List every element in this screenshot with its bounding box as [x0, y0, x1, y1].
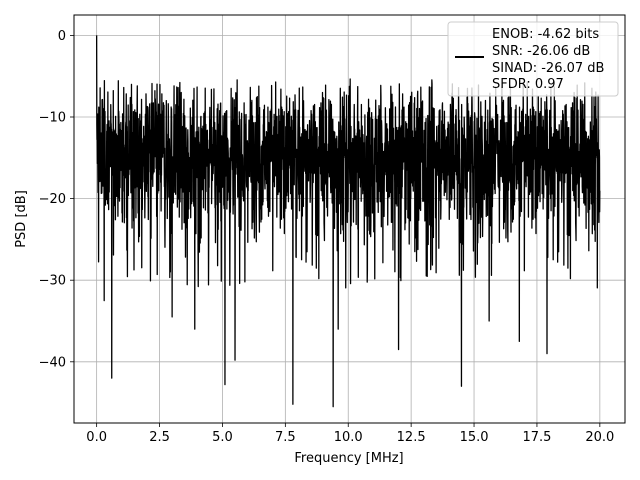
y-tick-label: 0 [58, 29, 66, 44]
y-tick-label: −30 [39, 274, 66, 289]
x-axis-ticks: 0.0 2.5 5.0 7.5 10.0 12.5 15.0 17.5 20.0 [86, 423, 614, 445]
plot-frame [73, 14, 626, 424]
x-tick-label: 15.0 [460, 430, 489, 445]
y-axis-ticks: 0 −10 −20 −30 −40 [39, 29, 74, 370]
legend-line-sfdr: SFDR: 0.97 [492, 77, 564, 92]
x-tick-label: 0.0 [86, 430, 107, 445]
y-tick-label: −10 [39, 111, 66, 126]
x-tick-label: 17.5 [522, 430, 551, 445]
series-layer [95, 35, 601, 408]
legend-line-snr: SNR: -26.06 dB [492, 44, 590, 59]
x-tick-label: 7.5 [275, 430, 296, 445]
legend-box [447, 21, 619, 97]
y-axis-label: PSD [dB] [14, 190, 29, 248]
x-tick-label: 2.5 [149, 430, 170, 445]
legend: ENOB: -4.62 bits SNR: -26.06 dB SINAD: -… [447, 21, 619, 97]
y-tick-label: −20 [39, 192, 66, 207]
x-axis-label: Frequency [MHz] [294, 451, 403, 466]
x-tick-label: 10.0 [334, 430, 363, 445]
legend-line-enob: ENOB: -4.62 bits [492, 27, 599, 42]
x-tick-label: 5.0 [212, 430, 233, 445]
x-tick-label: 20.0 [585, 430, 614, 445]
psd-series-line [95, 35, 601, 408]
x-tick-label: 12.5 [397, 430, 426, 445]
y-tick-label: −40 [39, 355, 66, 370]
legend-line-sinad: SINAD: -26.07 dB [492, 61, 604, 76]
